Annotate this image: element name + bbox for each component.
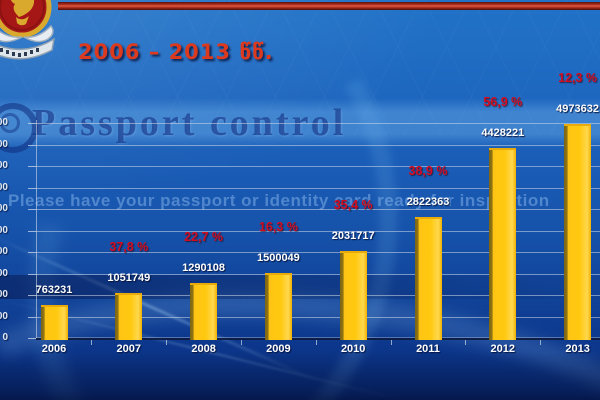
y-axis-tick xyxy=(28,338,36,339)
x-axis-year-label: 2011 xyxy=(416,343,440,355)
slide-title: 2006 – 2013 წწ. xyxy=(78,40,274,64)
y-axis-tick-label: 4500000 xyxy=(0,139,8,150)
gridline xyxy=(36,252,600,253)
bar-value-label: 1290108 xyxy=(182,262,225,274)
gridline xyxy=(36,145,600,146)
y-axis-tick-label: 3500000 xyxy=(0,182,8,193)
bar xyxy=(339,251,367,340)
y-axis-tick-label: 3000000 xyxy=(0,203,8,214)
category-tick xyxy=(391,340,392,345)
right-wing xyxy=(23,24,54,43)
y-axis-tick xyxy=(28,274,36,275)
bar xyxy=(489,148,517,340)
y-axis-tick-label: 2000000 xyxy=(0,246,8,257)
inspection-watermark: Please have your passport or identity ca… xyxy=(8,191,550,210)
left-wing xyxy=(0,30,23,43)
bar-value-label: 4973632 xyxy=(556,103,599,115)
gridline xyxy=(36,295,600,296)
gridline xyxy=(36,274,600,275)
y-axis-tick xyxy=(28,209,36,210)
gridline xyxy=(36,166,600,167)
y-axis-tick xyxy=(28,295,36,296)
growth-percent-label: 37,8 % xyxy=(109,240,149,254)
y-axis-line xyxy=(36,120,37,338)
gridline xyxy=(36,123,600,124)
x-axis-year-label: 2012 xyxy=(490,343,516,355)
category-tick xyxy=(91,340,92,345)
category-tick xyxy=(540,340,541,345)
y-axis-tick-label: 0 xyxy=(2,332,8,343)
y-axis-tick-label: 2500000 xyxy=(0,225,8,236)
y-axis-tick xyxy=(28,252,36,253)
growth-percent-label: 16,3 % xyxy=(258,220,298,234)
category-tick xyxy=(316,340,317,345)
bar xyxy=(414,217,442,340)
gridline xyxy=(36,188,600,189)
bar xyxy=(115,293,143,340)
y-axis-tick-label: 5000000 xyxy=(0,117,8,128)
x-axis-year-label: 2007 xyxy=(116,343,142,355)
bar-value-label: 4428221 xyxy=(481,127,525,139)
y-axis-tick xyxy=(28,123,36,124)
category-tick xyxy=(166,340,167,345)
y-axis-tick xyxy=(28,166,36,167)
police-emblem-logo xyxy=(0,0,56,60)
diagonal-mesh-pattern xyxy=(0,0,600,135)
stamp-ring-inner-icon xyxy=(0,113,20,133)
y-axis-tick-label: 1500000 xyxy=(0,268,8,279)
bar-value-label: 1051749 xyxy=(107,272,151,284)
x-axis-year-label: 2013 xyxy=(565,343,590,355)
y-axis-tick-label: 500000 xyxy=(0,311,8,322)
category-tick xyxy=(241,340,242,345)
x-axis-year-label: 2008 xyxy=(191,343,216,355)
growth-percent-label: 22,7 % xyxy=(184,230,224,244)
bar-value-label: 1500049 xyxy=(256,252,300,264)
y-axis-tick xyxy=(28,231,36,232)
bar-value-label: 2822363 xyxy=(406,196,450,208)
growth-percent-label: 38,9 % xyxy=(408,164,448,178)
x-axis-year-label: 2009 xyxy=(266,343,291,355)
bar xyxy=(564,124,592,340)
gridline xyxy=(36,209,600,210)
top-accent-bar xyxy=(58,2,600,10)
y-axis-tick xyxy=(28,317,36,318)
gridline xyxy=(36,231,600,232)
bar-value-label: 2031717 xyxy=(331,230,375,242)
lion-figure xyxy=(10,0,35,17)
gridline xyxy=(36,317,600,318)
bottom-shade-band xyxy=(0,352,600,400)
stamp-ring-icon xyxy=(0,103,38,153)
x-axis-line xyxy=(36,338,600,340)
growth-percent-label: 35,4 % xyxy=(333,198,373,212)
category-tick xyxy=(465,340,466,345)
x-axis-year-label: 2010 xyxy=(340,343,366,355)
x-axis-year-label: 2006 xyxy=(41,343,67,355)
y-axis-tick xyxy=(28,145,36,146)
bar xyxy=(264,273,292,340)
growth-percent-label: 12,3 % xyxy=(558,71,598,85)
y-axis-tick xyxy=(28,188,36,189)
bar-value-label: 763231 xyxy=(35,284,73,296)
y-axis-tick-label: 4000000 xyxy=(0,160,8,171)
bar xyxy=(190,283,218,340)
y-axis-tick-label: 1000000 xyxy=(0,289,8,300)
growth-percent-label: 56,9 % xyxy=(483,95,523,109)
bar xyxy=(40,305,68,340)
